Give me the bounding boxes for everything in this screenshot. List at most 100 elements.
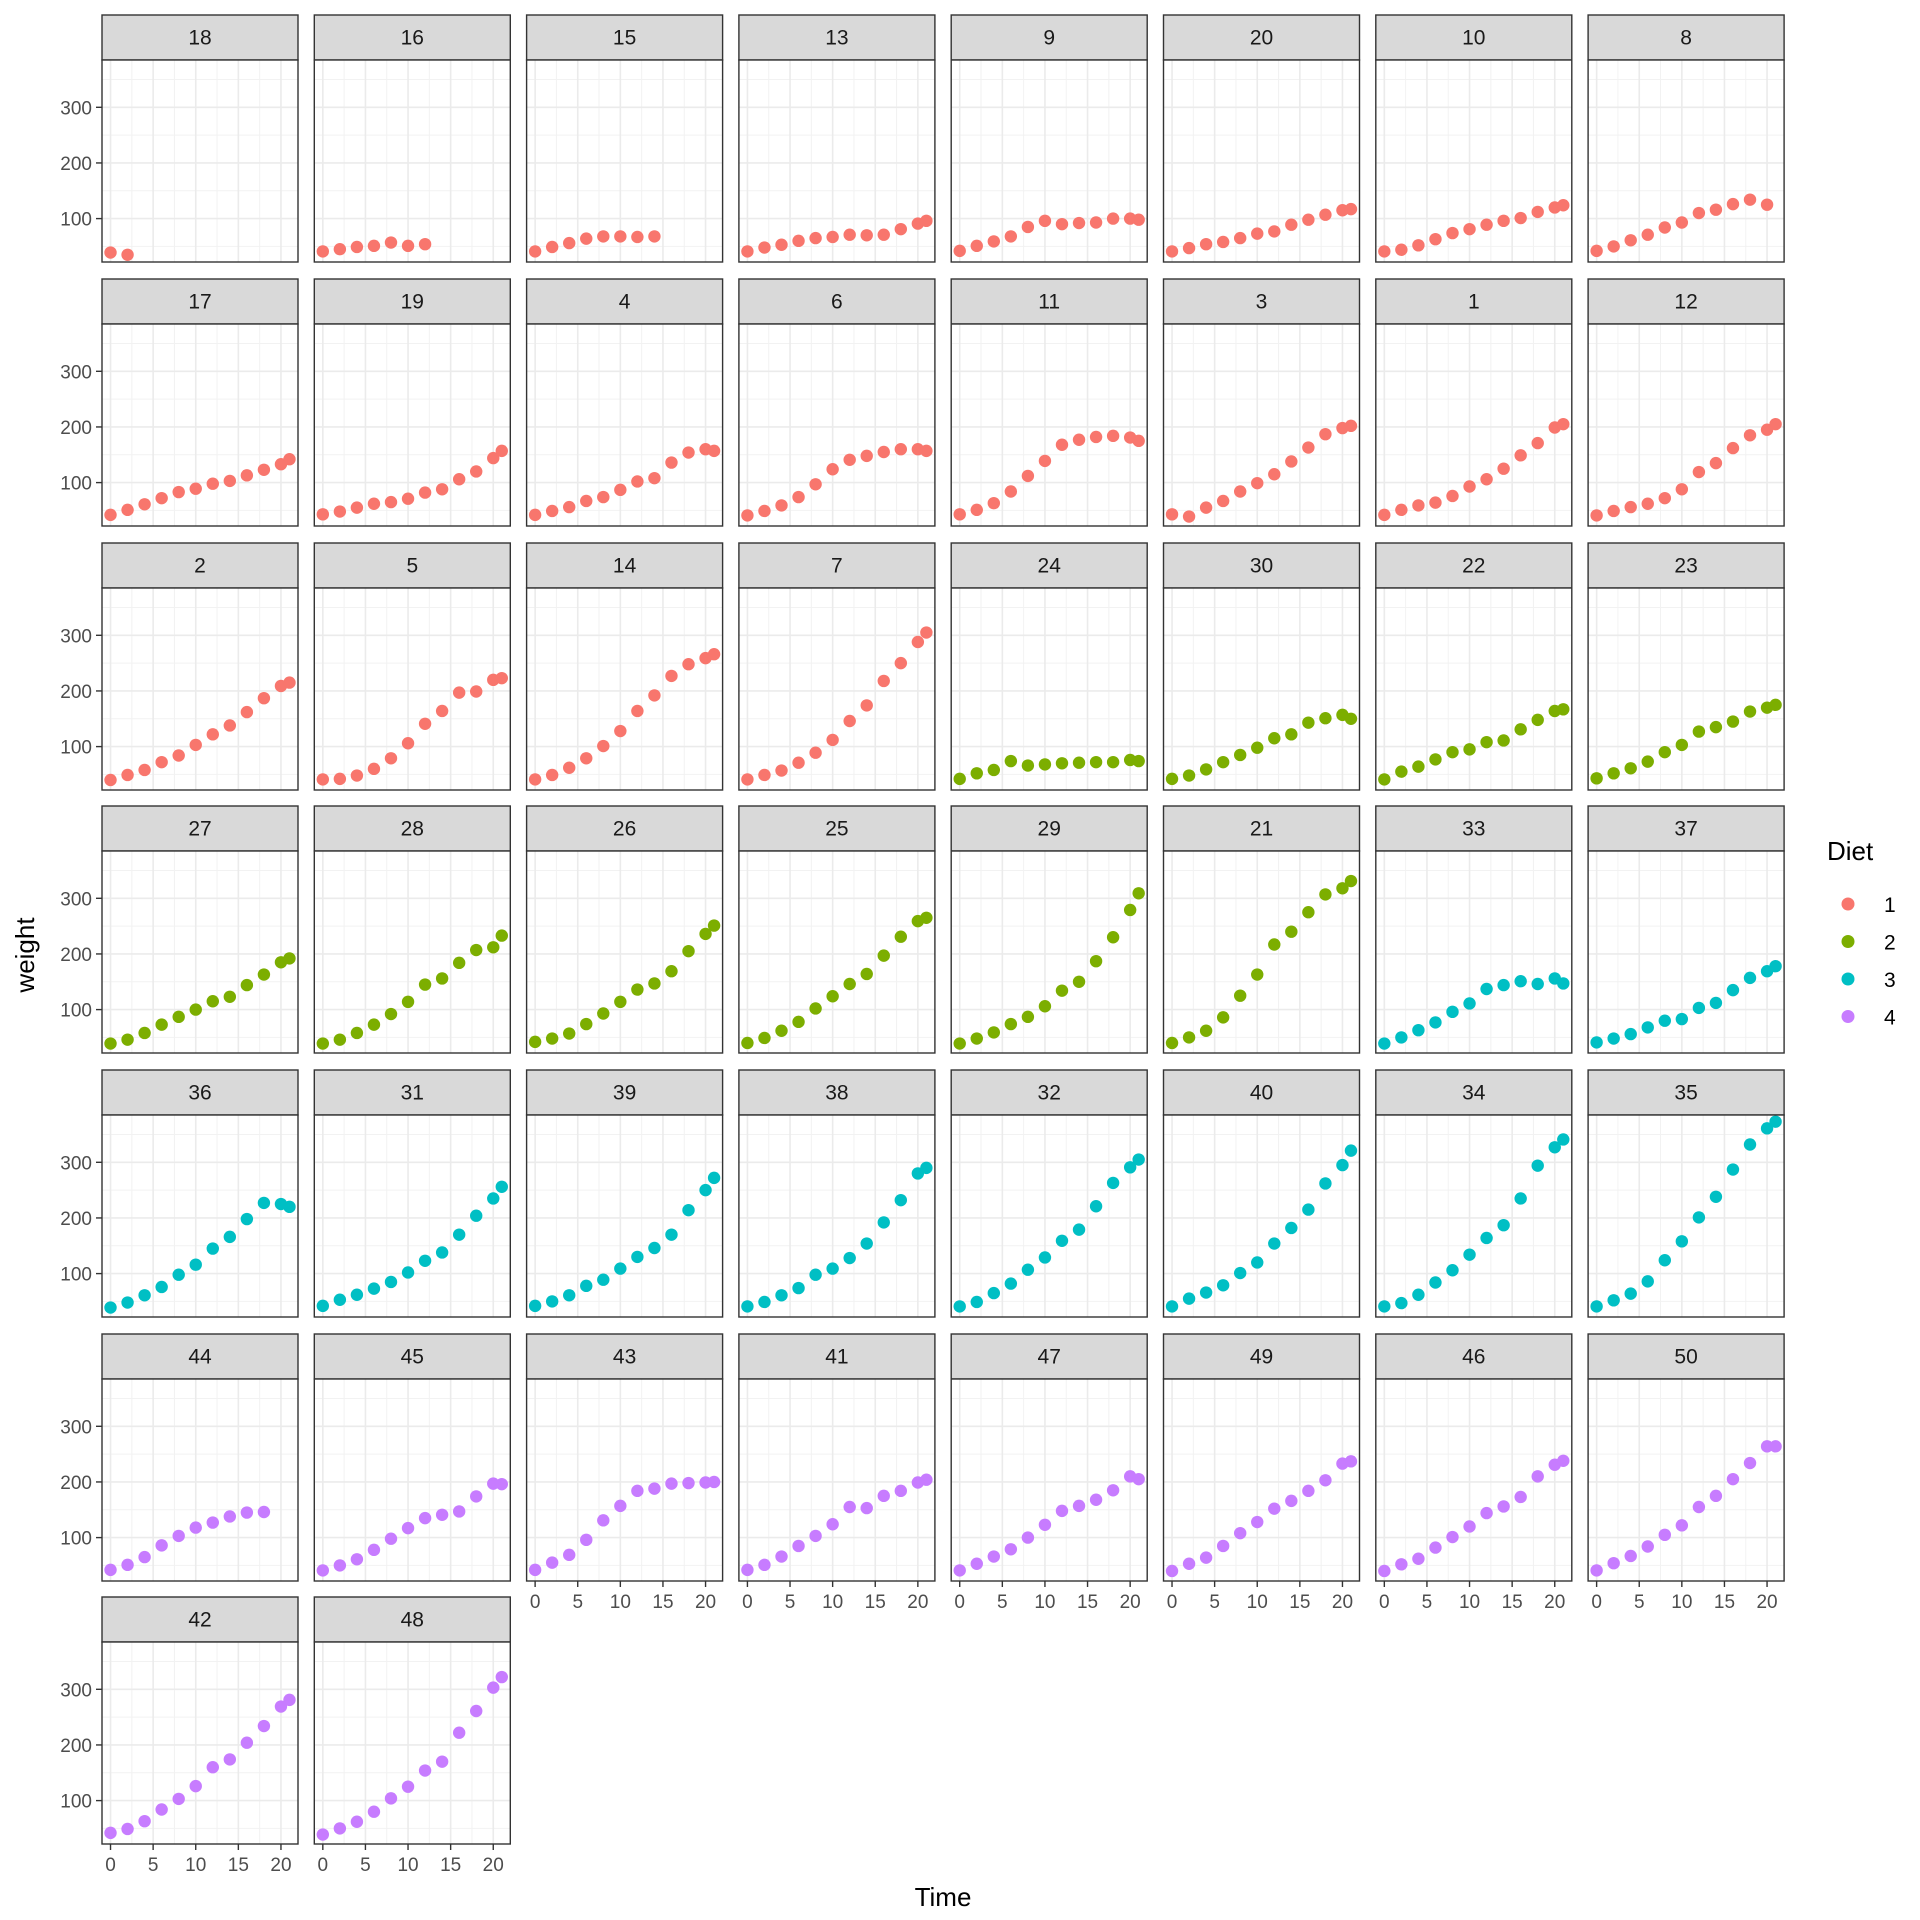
data-point [1165, 772, 1179, 786]
x-tick-label: 5 [1634, 1592, 1645, 1613]
data-point [1675, 1519, 1689, 1532]
data-point [843, 453, 856, 466]
data-point [1658, 1528, 1671, 1542]
data-point [1658, 745, 1671, 759]
data-point [1641, 1540, 1654, 1553]
data-point [1123, 1161, 1137, 1174]
data-point [1429, 496, 1442, 509]
x-tick-label: 10 [1671, 1592, 1692, 1613]
facet-panel-chick-25: 25 [738, 805, 936, 1054]
data-point [1531, 205, 1544, 219]
data-point [316, 773, 330, 786]
data-point [206, 995, 219, 1008]
data-point [877, 445, 890, 459]
data-point [1106, 212, 1120, 225]
panel-border [313, 1641, 511, 1845]
data-point [1463, 743, 1476, 756]
data-point [316, 1828, 330, 1841]
data-point [1302, 1484, 1315, 1498]
facet-strip-label: 40 [1250, 1082, 1273, 1105]
panel-border [313, 1378, 511, 1582]
data-point [894, 443, 908, 456]
data-point [1285, 218, 1298, 231]
data-point [1692, 725, 1706, 738]
data-point [843, 228, 856, 241]
data-point [1216, 755, 1230, 769]
data-point [470, 465, 483, 478]
facet-strip [313, 278, 511, 325]
data-point [1607, 240, 1620, 253]
data-point [1004, 230, 1018, 243]
data-point [1132, 754, 1145, 768]
facet-strip [101, 1333, 299, 1380]
data-point [1658, 221, 1671, 234]
data-point [1055, 984, 1069, 997]
facet-panel-chick-12: 12 [1587, 278, 1785, 527]
data-point [987, 235, 1001, 248]
data-point [614, 1262, 627, 1275]
data-point [528, 1299, 542, 1313]
data-point [1182, 1292, 1196, 1305]
data-point [775, 1024, 788, 1037]
data-point [707, 919, 721, 932]
data-point [104, 773, 117, 787]
data-point [970, 1032, 983, 1045]
data-point [1480, 1231, 1493, 1245]
data-point [435, 972, 449, 985]
data-point [367, 1018, 381, 1031]
data-point [1743, 193, 1757, 206]
facet-strip-label: 12 [1674, 291, 1697, 314]
data-point [1378, 508, 1391, 522]
data-point [1590, 244, 1603, 258]
legend-key [1841, 935, 1855, 948]
x-tick-label: 15 [1289, 1592, 1310, 1613]
facet-strip-label: 17 [188, 291, 211, 314]
data-point [1055, 1504, 1069, 1518]
x-tick-label: 15 [652, 1592, 673, 1613]
facet-strip-label: 4 [619, 291, 631, 314]
panel-border [313, 1114, 511, 1318]
panel-background [1588, 60, 1785, 262]
data-point [1199, 1024, 1213, 1037]
data-point [350, 769, 364, 782]
data-point [792, 1015, 805, 1029]
data-point [435, 483, 449, 496]
data-point [155, 1539, 168, 1552]
facet-strip-label: 27 [188, 818, 211, 841]
x-tick-label: 5 [148, 1855, 159, 1876]
data-point [206, 1761, 219, 1774]
data-point [707, 1171, 721, 1185]
data-point [401, 737, 415, 750]
panel-background [951, 60, 1148, 262]
facet-strip [101, 1596, 299, 1643]
data-point [1692, 1001, 1706, 1015]
panel-background [1163, 60, 1360, 262]
facet-panel-chick-2: 2 100 200 300 [60, 542, 299, 791]
data-point [1233, 485, 1247, 498]
x-tick-label: 0 [105, 1855, 116, 1876]
facet-strip [1162, 542, 1361, 589]
facet-panel-chick-36: 36 100 200 300 [60, 1069, 299, 1318]
data-point [920, 214, 933, 228]
data-point [1199, 1286, 1213, 1299]
facet-strip [525, 1333, 724, 1380]
facet-panel-chick-17: 17 100 200 300 [60, 278, 299, 527]
x-tick-label: 10 [397, 1855, 418, 1876]
data-point [1199, 763, 1213, 776]
facet-panel-chick-18: 18 100 200 300 [60, 14, 299, 263]
x-tick-label: 0 [742, 1592, 753, 1613]
x-tick-label: 15 [865, 1592, 886, 1613]
panel-border [1587, 587, 1785, 791]
data-point [920, 1473, 933, 1486]
data-point [1557, 1133, 1570, 1146]
data-point [580, 1533, 593, 1547]
facet-strip-label: 8 [1680, 27, 1692, 50]
data-point [1607, 767, 1620, 780]
data-point [545, 1556, 559, 1569]
facet-panel-chick-16: 16 [313, 14, 511, 263]
data-point [1531, 713, 1544, 727]
data-point [121, 248, 134, 261]
facet-strip-label: 29 [1038, 818, 1061, 841]
data-point [401, 1521, 415, 1535]
data-point [1055, 438, 1069, 451]
